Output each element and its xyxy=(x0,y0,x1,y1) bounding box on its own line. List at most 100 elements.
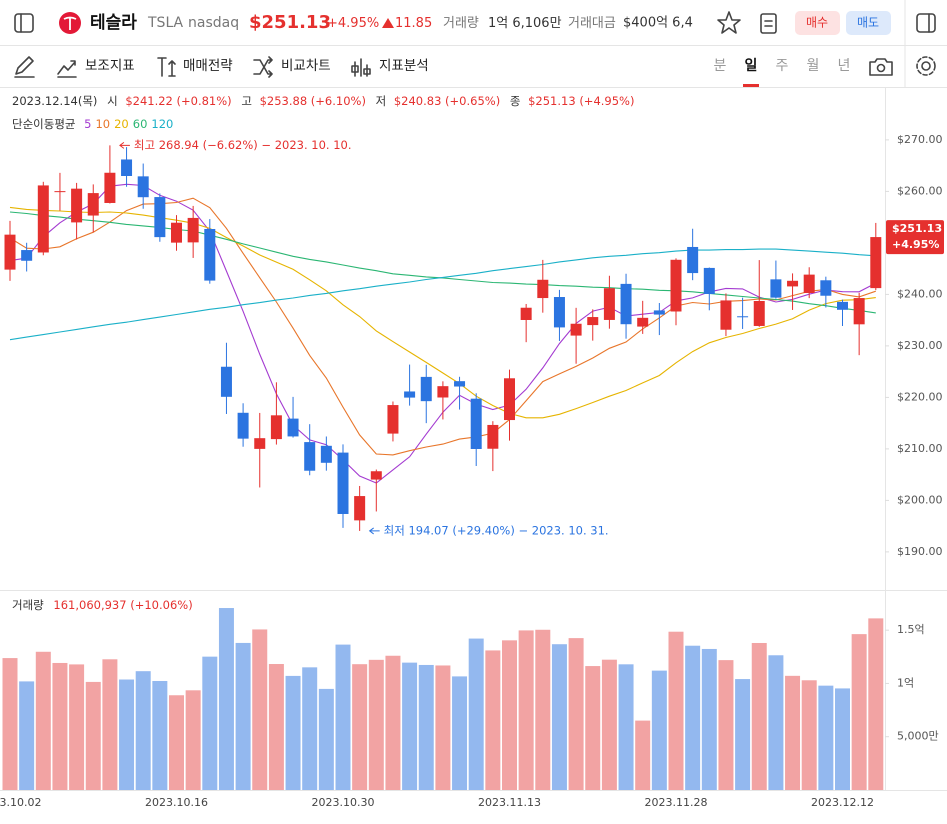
candle-body xyxy=(137,176,149,198)
y-tick-label: $210.00 xyxy=(897,442,943,455)
tool-label[interactable]: 보조지표 xyxy=(85,58,135,74)
candle-body xyxy=(487,424,499,449)
settings-icon[interactable] xyxy=(921,61,931,71)
y-tick-label: $260.00 xyxy=(897,184,943,197)
candle-body xyxy=(570,323,582,336)
candle-body xyxy=(121,159,133,176)
panel-icon[interactable] xyxy=(916,13,936,33)
camera-lens xyxy=(876,63,886,73)
volume-bar xyxy=(651,670,667,790)
exchange: nasdaq xyxy=(188,15,239,31)
volume-bar xyxy=(135,671,151,790)
candle-body xyxy=(54,191,66,193)
volume-bar xyxy=(235,642,251,790)
y-tick-label: $270.00 xyxy=(897,133,943,146)
candle-body xyxy=(437,386,449,398)
volume-bar xyxy=(685,645,701,790)
sidebar-icon[interactable] xyxy=(14,13,34,33)
candle-body xyxy=(853,298,865,325)
candle-body xyxy=(4,234,16,270)
info-label: 고 xyxy=(241,94,252,108)
tool-label[interactable]: 지표분석 xyxy=(379,58,429,74)
sell-button[interactable] xyxy=(846,11,891,35)
info-date: 2023.12.14(목) xyxy=(12,94,97,108)
moving-average xyxy=(9,248,876,341)
ma-legend-entry: 10 xyxy=(95,117,110,131)
info-label: 저 xyxy=(376,94,387,108)
volume-bar xyxy=(851,634,867,790)
candle-body xyxy=(187,217,199,243)
header: 테슬라 TSLA nasdaq $251.13 +4.95% 11.85 거래량… xyxy=(0,0,947,46)
candle-body xyxy=(320,445,332,463)
period-label[interactable]: 월 xyxy=(807,58,820,74)
volume-bar xyxy=(435,665,451,790)
candle-body xyxy=(71,188,83,223)
candle-body xyxy=(753,300,765,326)
candle-body xyxy=(354,496,366,521)
volume-bar xyxy=(735,679,751,790)
period-label[interactable]: 주 xyxy=(776,58,789,74)
settings-gear xyxy=(916,56,936,76)
info-value: $251.13 (+4.95%) xyxy=(528,94,634,108)
candle-body xyxy=(270,415,282,440)
volume-bar xyxy=(19,681,35,790)
memo-icon[interactable] xyxy=(760,13,777,34)
x-tick-label: 2023.11.13 xyxy=(478,796,541,809)
candle-body xyxy=(171,222,182,243)
up-triangle xyxy=(382,18,394,28)
ma-legend-entry: 5 xyxy=(84,117,91,131)
volume-bar xyxy=(268,664,284,790)
candle-body xyxy=(220,366,232,397)
info-line: 2023.12.14(목) 시 $241.22 (+0.81%) 고 $253.… xyxy=(12,94,634,108)
tool-label[interactable]: 매매전략 xyxy=(183,58,233,74)
candle-body xyxy=(870,237,882,289)
period-label[interactable]: 년 xyxy=(838,58,851,74)
period-label[interactable]: 일 xyxy=(745,58,758,74)
volume-bar xyxy=(418,664,434,790)
candle-body xyxy=(620,283,632,325)
candle-body xyxy=(737,316,749,318)
candle-body xyxy=(420,376,432,402)
buy-button[interactable] xyxy=(795,11,840,35)
volume-bar xyxy=(551,644,567,790)
volume-bar xyxy=(518,630,534,790)
volume-title: 거래량 xyxy=(12,598,44,612)
volume-bar xyxy=(302,667,318,790)
volume-bar xyxy=(868,618,884,790)
volume-bar xyxy=(102,659,118,790)
amount: $400억 6,4 xyxy=(623,16,693,31)
info-value: $240.83 (+0.65%) xyxy=(394,94,500,108)
y-tick-label: $220.00 xyxy=(897,390,943,403)
ma-legend-entry: 120 xyxy=(151,117,173,131)
draw-icon[interactable] xyxy=(14,56,35,78)
ticker: TSLA xyxy=(147,15,184,31)
volume-bar xyxy=(252,629,268,790)
candle-body xyxy=(37,185,49,253)
volume-bar xyxy=(618,664,634,790)
camera-icon[interactable] xyxy=(869,58,893,76)
ma-legend-label: 단순이동평균 xyxy=(12,117,75,131)
candle-body xyxy=(587,317,599,326)
volume-legend: 거래량 161,060,937 (+10.06%) xyxy=(12,598,193,612)
x-tick-label: 2023.10.02 xyxy=(0,796,41,809)
tool-label[interactable]: 비교차트 xyxy=(281,58,331,74)
candle-body xyxy=(803,274,815,294)
candle-body xyxy=(520,307,532,320)
info-value: $241.22 (+0.81%) xyxy=(125,94,231,108)
x-tick-label: 2023.10.16 xyxy=(145,796,208,809)
ma-legend: 단순이동평균 5 10 20 60 120 xyxy=(12,117,173,131)
period-label[interactable]: 분 xyxy=(714,58,727,74)
change-pct: +4.95% xyxy=(327,16,379,31)
candle-body xyxy=(687,246,699,274)
volume-bar xyxy=(335,644,351,790)
volume-bar xyxy=(635,720,651,790)
volume-bar xyxy=(835,688,850,790)
volume-bar xyxy=(485,650,501,790)
info-label: 종 xyxy=(510,94,521,108)
favorite-icon[interactable] xyxy=(717,11,741,34)
period-active xyxy=(743,84,759,87)
candle-body xyxy=(470,398,482,449)
candle-body xyxy=(703,267,715,294)
y-tick-label: $230.00 xyxy=(897,339,943,352)
